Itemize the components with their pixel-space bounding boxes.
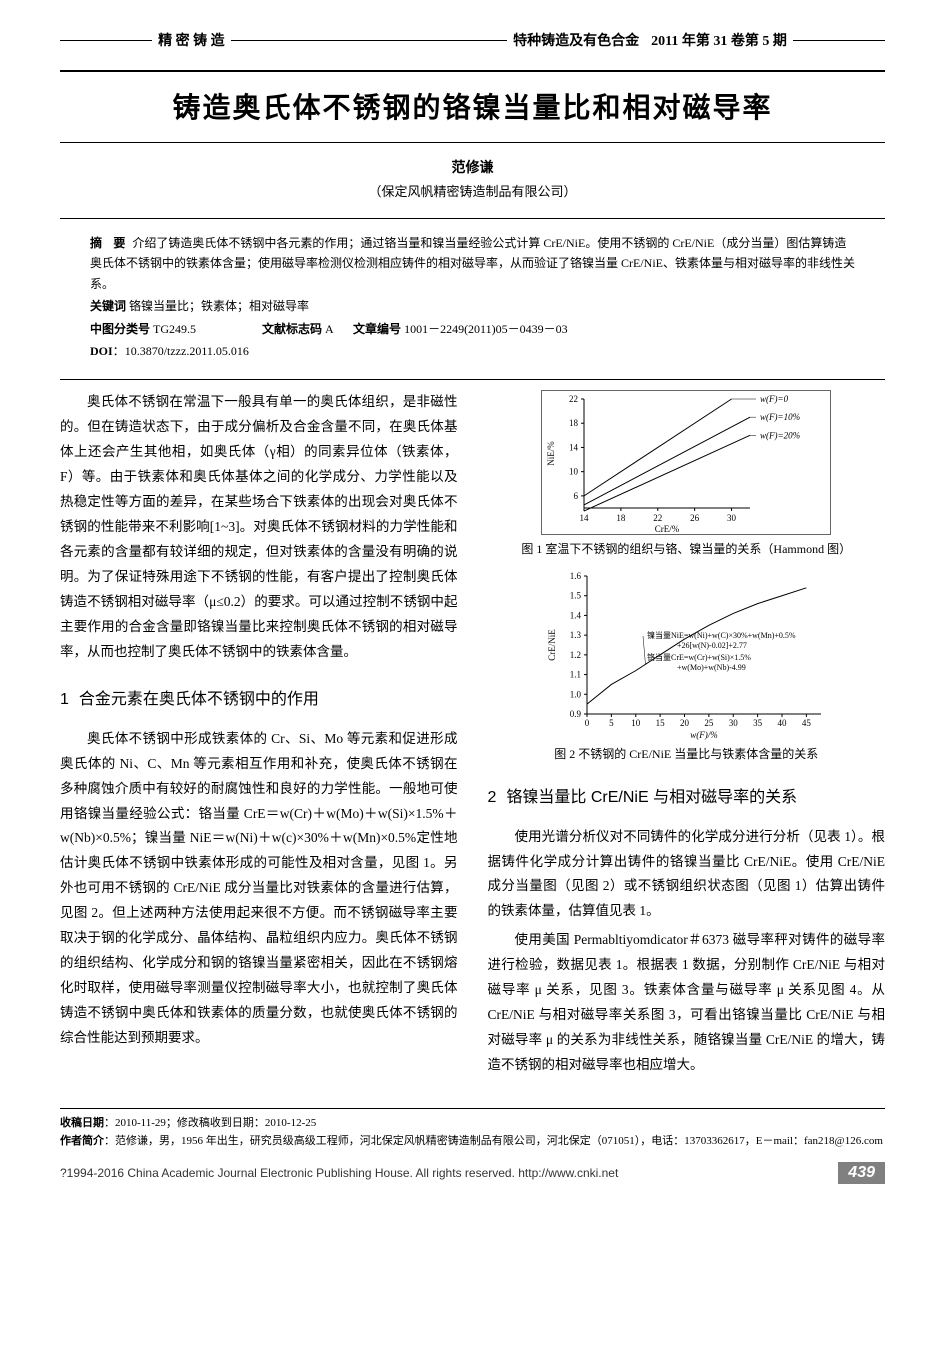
- keywords-label: 关键词: [90, 299, 126, 313]
- svg-text:5: 5: [609, 718, 614, 728]
- svg-text:w(F)=0: w(F)=0: [760, 394, 789, 404]
- abstract-block: 摘 要 介绍了铸造奥氏体不锈钢中各元素的作用；通过铬当量和镍当量经验公式计算 C…: [90, 233, 855, 361]
- clc-value: TG249.5: [153, 322, 196, 336]
- figure-1-chart: 6 10 14 18 22 14 18 22 26 30 w(F)=0 w(F)=10% w(F)=20…: [541, 390, 831, 535]
- author-bio: 范修谦，男，1956 年出生，研究员级高级工程师，河北保定风帆精密铸造制品有限公…: [115, 1135, 883, 1147]
- svg-text:30: 30: [727, 513, 737, 523]
- svg-text:铬当量CrE=w(Cr)+w(Si)×1.5%: 铬当量CrE=w(Cr)+w(Si)×1.5%: [647, 652, 751, 662]
- copyright-line: ?1994-2016 China Academic Journal Electr…: [60, 1162, 885, 1184]
- section-2-title: 2铬镍当量比 CrE/NiE 与相对磁导率的关系: [488, 783, 886, 813]
- svg-text:1.1: 1.1: [570, 670, 581, 680]
- intro-paragraph: 奥氏体不锈钢在常温下一般具有单一的奥氏体组织，是非磁性的。但在铸造状态下，由于成…: [60, 390, 458, 665]
- figure-2-chart: 0.9 1.0 1.1 1.2 1.3 1.4 1.5 1.6 0 5 10 15 20 25 30 35 40…: [541, 570, 831, 740]
- section-1-paragraph: 奥氏体不锈钢中形成铁素体的 Cr、Si、Mo 等元素和促进形成奥氏体的 Ni、C…: [60, 727, 458, 1052]
- left-column: 奥氏体不锈钢在常温下一般具有单一的奥氏体组织，是非磁性的。但在铸造状态下，由于成…: [60, 390, 458, 1082]
- svg-text:15: 15: [656, 718, 666, 728]
- svg-text:14: 14: [580, 513, 590, 523]
- svg-text:1.0: 1.0: [570, 689, 582, 699]
- issue-info: 2011 年第 31 卷第 5 期: [645, 30, 793, 50]
- doccode-value: A: [325, 322, 333, 336]
- svg-text:18: 18: [569, 419, 579, 429]
- authorbio-label: 作者简介: [60, 1135, 104, 1147]
- svg-text:CrE/%: CrE/%: [655, 524, 680, 534]
- abstract-label: 摘 要: [90, 236, 129, 250]
- clc-label: 中图分类号: [90, 322, 150, 336]
- svg-text:1.6: 1.6: [570, 571, 582, 581]
- article-title: 铸造奥氏体不锈钢的铬镍当量比和相对磁导率: [60, 86, 885, 126]
- svg-text:14: 14: [569, 443, 579, 453]
- svg-text:10: 10: [569, 467, 579, 477]
- svg-text:+26[w(N)-0.02]+2.77: +26[w(N)-0.02]+2.77: [677, 641, 747, 650]
- svg-text:w(F)=20%: w(F)=20%: [760, 431, 800, 441]
- svg-text:1.3: 1.3: [570, 630, 582, 640]
- keywords-text: 铬镍当量比；铁素体；相对磁导率: [129, 299, 309, 313]
- svg-text:25: 25: [705, 718, 715, 728]
- figure-1-caption: 图 1 室温下不锈钢的组织与铬、镍当量的关系（Hammond 图）: [488, 541, 886, 558]
- svg-text:26: 26: [690, 513, 700, 523]
- svg-text:18: 18: [617, 513, 627, 523]
- section-1-title: 1合金元素在奥氏体不锈钢中的作用: [60, 685, 458, 715]
- received-label: 收稿日期: [60, 1117, 104, 1129]
- svg-text:10: 10: [632, 718, 642, 728]
- articleno-value: 1001－2249(2011)05－0439－03: [404, 322, 568, 336]
- svg-text:45: 45: [802, 718, 812, 728]
- section-2-paragraph-1: 使用光谱分析仪对不同铸件的化学成分进行分析（见表 1）。根据铸件化学成分计算出铸…: [488, 825, 886, 925]
- svg-text:22: 22: [654, 513, 663, 523]
- right-column: 6 10 14 18 22 14 18 22 26 30 w(F)=0 w(F)=10% w(F)=20…: [488, 390, 886, 1082]
- svg-text:1.2: 1.2: [570, 650, 581, 660]
- svg-text:22: 22: [569, 394, 578, 404]
- section-2-paragraph-2: 使用美国 Permabltiyomdicator＃6373 磁导率秤对铸件的磁导…: [488, 928, 886, 1078]
- svg-text:35: 35: [753, 718, 763, 728]
- svg-text:镍当量NiE=w(Ni)+w(C)×30%+w(Mn)+0.: 镍当量NiE=w(Ni)+w(C)×30%+w(Mn)+0.5%: [647, 630, 796, 640]
- svg-text:NiE/%: NiE/%: [546, 441, 556, 466]
- svg-text:30: 30: [729, 718, 739, 728]
- section-name: 精 密 铸 造: [152, 30, 231, 50]
- author: 范修谦: [60, 157, 885, 177]
- doi-label: DOI: [90, 344, 113, 358]
- svg-text:0.9: 0.9: [570, 709, 582, 719]
- articleno-label: 文章编号: [353, 322, 401, 336]
- svg-text:w(F)=10%: w(F)=10%: [760, 413, 800, 423]
- svg-text:w(F)/%: w(F)/%: [691, 730, 719, 740]
- svg-text:CrE/NiE: CrE/NiE: [547, 629, 557, 661]
- figure-2-caption: 图 2 不锈钢的 CrE/NiE 当量比与铁素体含量的关系: [488, 746, 886, 763]
- svg-text:+w(Mo)+w(Nb)-4.99: +w(Mo)+w(Nb)-4.99: [677, 663, 746, 672]
- svg-text:20: 20: [680, 718, 690, 728]
- journal-name: 特种铸造及有色合金: [507, 30, 645, 50]
- svg-text:40: 40: [778, 718, 788, 728]
- svg-text:6: 6: [574, 491, 579, 501]
- svg-text:0: 0: [585, 718, 590, 728]
- svg-text:1.5: 1.5: [570, 591, 582, 601]
- received-dates: 2010-11-29；修改稿收到日期：2010-12-25: [115, 1117, 316, 1129]
- copyright-text: ?1994-2016 China Academic Journal Electr…: [60, 1166, 618, 1180]
- doccode-label: 文献标志码: [262, 322, 322, 336]
- running-header: 精 密 铸 造 特种铸造及有色合金 2011 年第 31 卷第 5 期: [60, 30, 885, 50]
- page-number: 439: [838, 1162, 885, 1184]
- svg-text:1.4: 1.4: [570, 611, 582, 621]
- doi-value: 10.3870/tzzz.2011.05.016: [125, 344, 249, 358]
- footer-block: 收稿日期：2010-11-29；修改稿收到日期：2010-12-25 作者简介：…: [60, 1108, 885, 1150]
- abstract-text: 介绍了铸造奥氏体不锈钢中各元素的作用；通过铬当量和镍当量经验公式计算 CrE/N…: [90, 236, 855, 291]
- affiliation: （保定风帆精密铸造制品有限公司）: [60, 181, 885, 200]
